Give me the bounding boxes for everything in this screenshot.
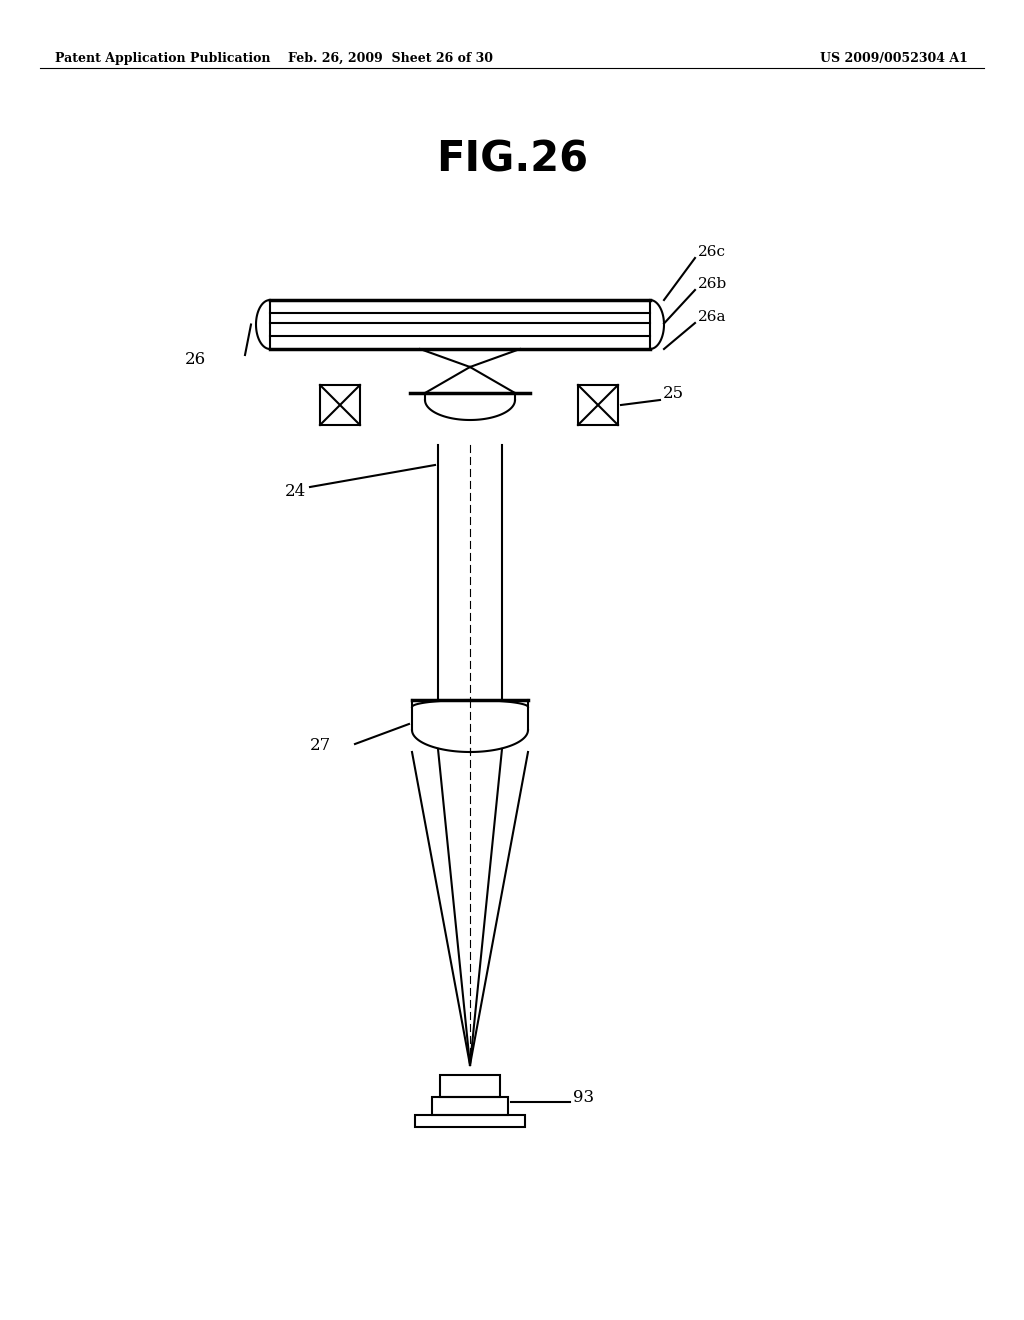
Text: 24: 24 — [285, 483, 306, 500]
Text: FIG.26: FIG.26 — [436, 139, 588, 180]
Bar — [432, 1097, 508, 1115]
Text: Feb. 26, 2009  Sheet 26 of 30: Feb. 26, 2009 Sheet 26 of 30 — [288, 51, 493, 65]
Text: Patent Application Publication: Patent Application Publication — [55, 51, 270, 65]
Bar — [415, 1115, 525, 1127]
Text: 93: 93 — [573, 1089, 594, 1106]
Text: 26: 26 — [185, 351, 206, 368]
Text: 26c: 26c — [698, 246, 726, 259]
Text: 26b: 26b — [698, 277, 727, 290]
Text: US 2009/0052304 A1: US 2009/0052304 A1 — [820, 51, 968, 65]
Text: 27: 27 — [310, 738, 331, 755]
Text: 25: 25 — [663, 385, 684, 403]
Bar — [440, 1074, 500, 1097]
Text: 26a: 26a — [698, 310, 726, 323]
